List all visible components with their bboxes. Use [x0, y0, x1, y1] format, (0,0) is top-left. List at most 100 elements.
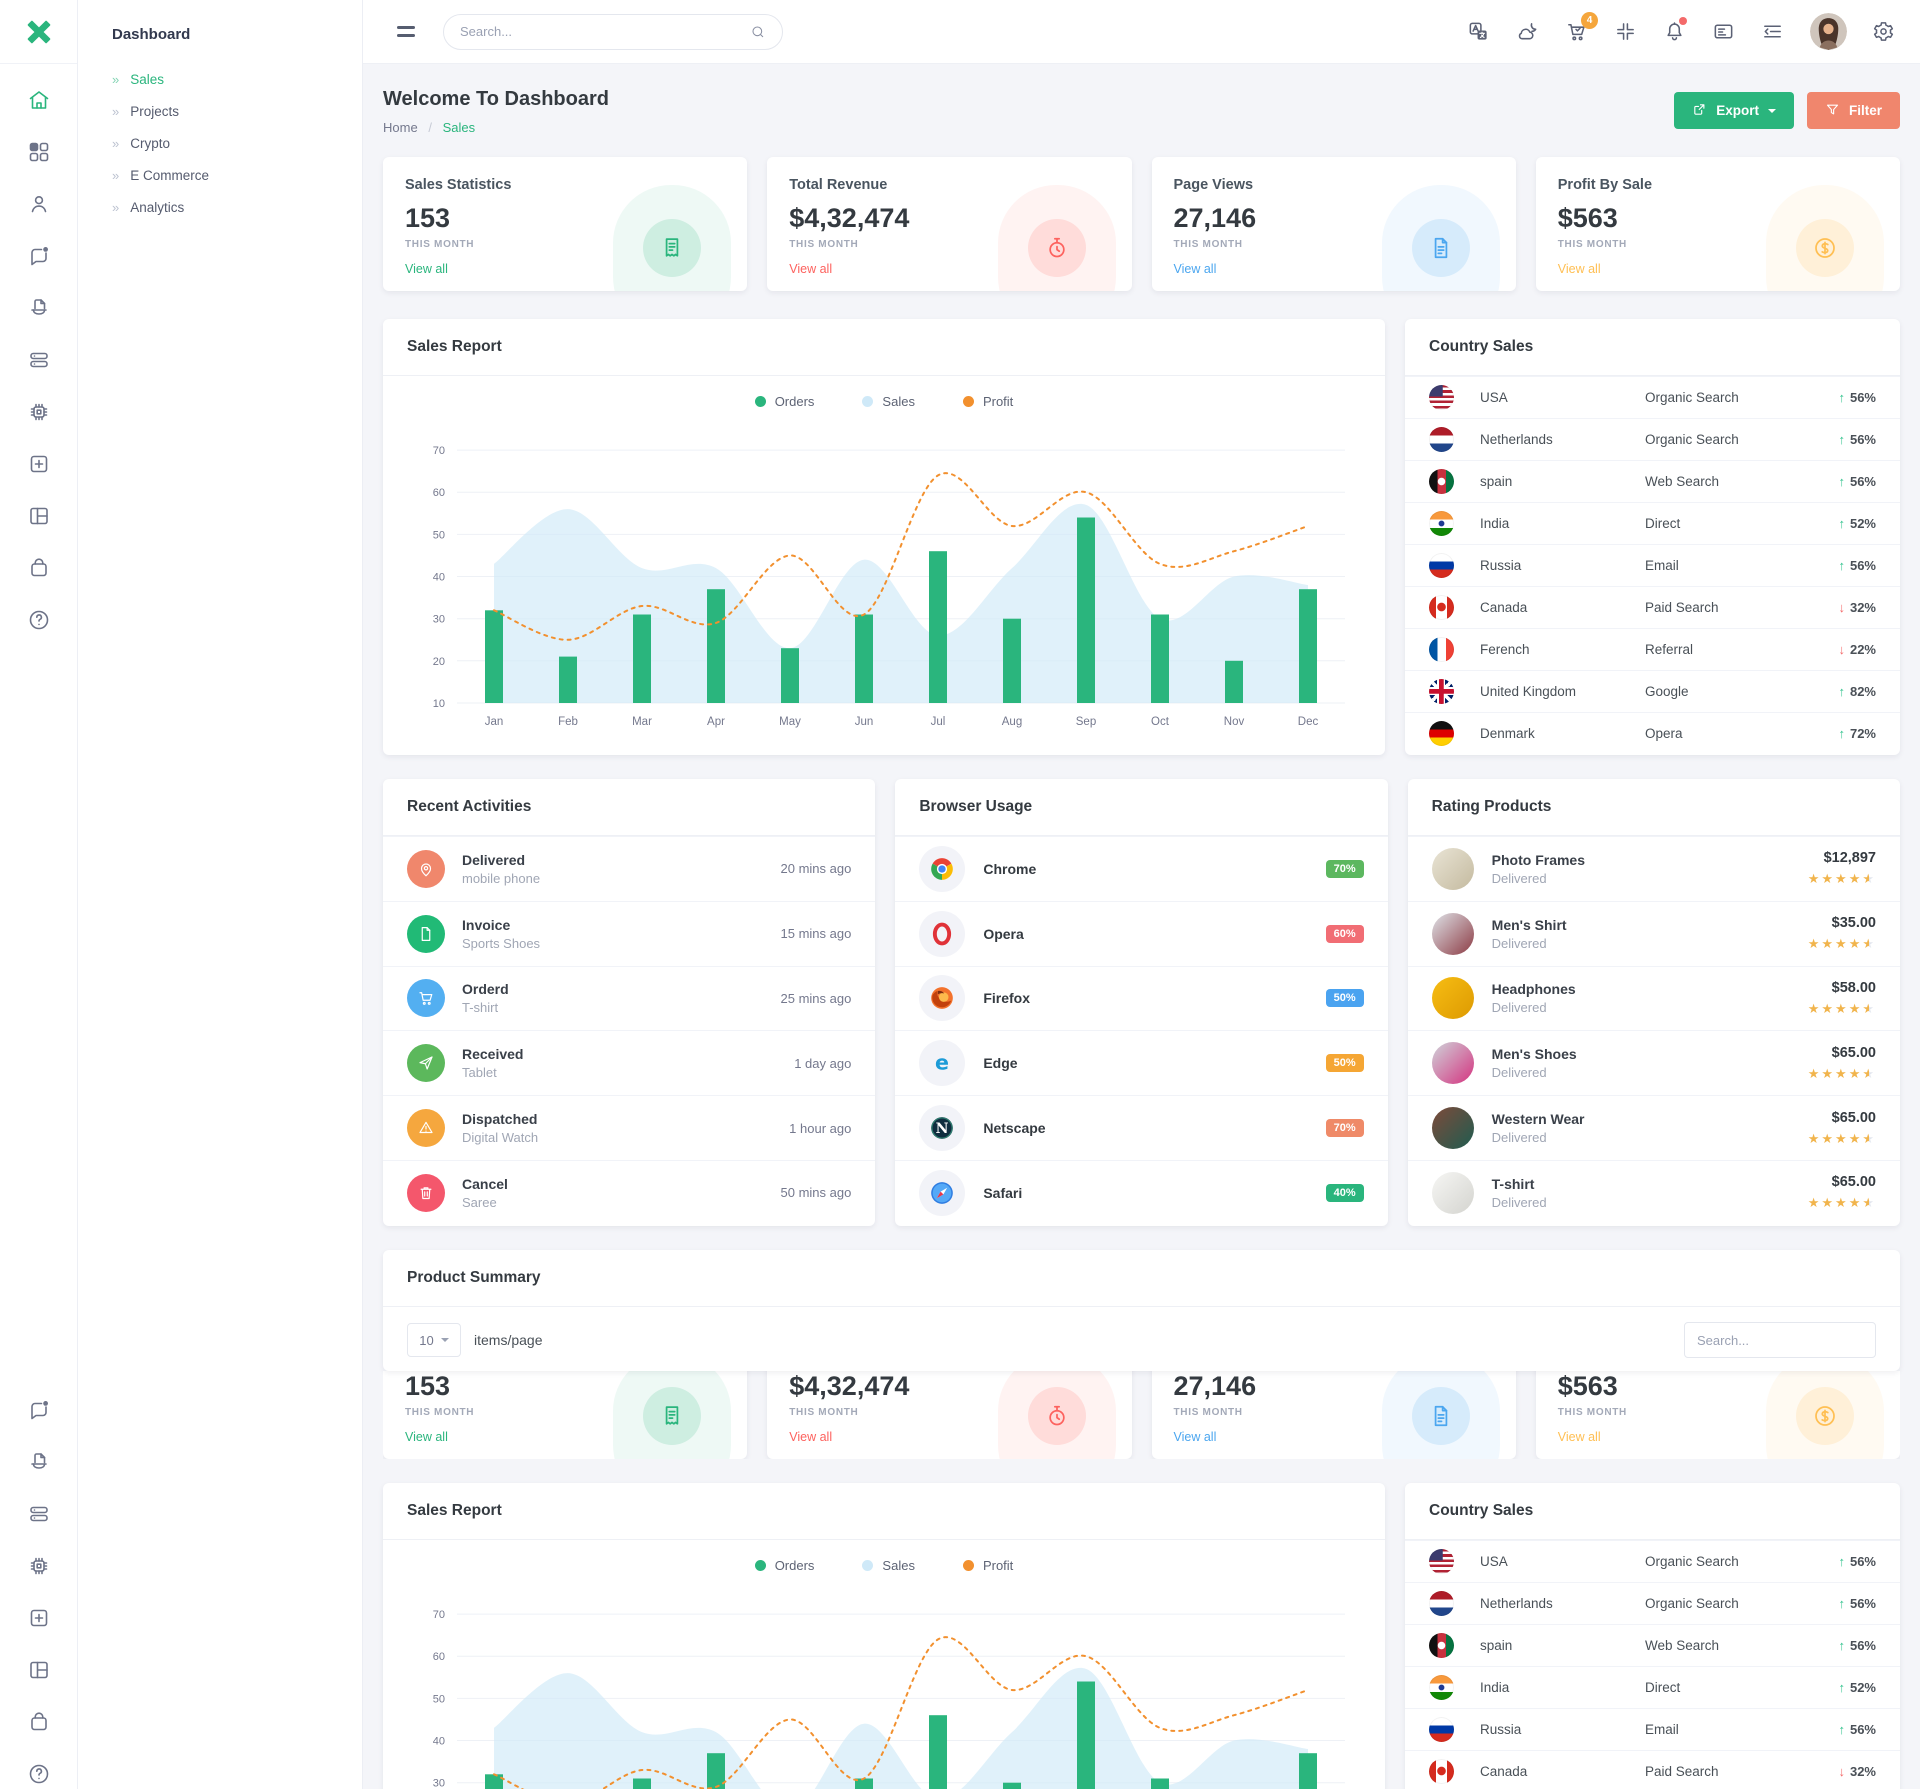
topbar-action-button[interactable]: 4 — [1565, 11, 1598, 44]
country-row[interactable]: USA Organic Search 56% — [1405, 1540, 1900, 1582]
activity-icon — [407, 849, 445, 888]
country-row[interactable]: spain Web Search 56% — [1405, 1624, 1900, 1666]
rail-nav-icon[interactable] — [27, 1606, 51, 1630]
rail-nav-icon[interactable] — [27, 1658, 51, 1682]
rail-nav-icon[interactable] — [27, 192, 51, 216]
activity-row[interactable]: Dispatched Digital Watch 1 hour ago — [383, 1095, 876, 1160]
legend-item[interactable]: Orders — [754, 394, 814, 409]
page-header: Welcome To Dashboard Home / Sales Export… — [383, 88, 1900, 135]
product-row[interactable]: Men's Shirt Delivered $35.00 ★★★★★ — [1407, 900, 1900, 966]
product-row[interactable]: Western Wear Delivered $65.00 ★★★★★ — [1407, 1095, 1900, 1160]
rail-nav-icon[interactable] — [27, 608, 51, 632]
country-row[interactable]: Canada Paid Search 32% — [1405, 586, 1900, 628]
product-thumbnail — [1431, 1171, 1474, 1214]
stat-icon — [1027, 1387, 1086, 1445]
avatar[interactable] — [1810, 13, 1847, 50]
export-button[interactable]: Export — [1674, 92, 1794, 129]
rail-nav-icon[interactable] — [27, 1554, 51, 1578]
caret-down-icon — [440, 1338, 449, 1346]
product-row[interactable]: Photo Frames Delivered $12,897 ★★★★★ — [1407, 836, 1900, 901]
activity-row[interactable]: Cancel Saree 50 mins ago — [383, 1159, 876, 1225]
legend-item[interactable]: Profit — [962, 394, 1013, 409]
country-row[interactable]: United Kingdom Google 82% — [1405, 670, 1900, 712]
rail-nav-icon[interactable] — [27, 296, 51, 320]
brand-logo[interactable] — [0, 0, 77, 64]
country-row[interactable]: India Direct 52% — [1405, 1666, 1900, 1708]
legend-item[interactable]: Sales — [862, 1558, 915, 1573]
country-row[interactable]: Russia Email 56% — [1405, 1708, 1900, 1750]
sidebar-item[interactable]: » Crypto — [112, 135, 170, 151]
legend-item[interactable]: Profit — [962, 1558, 1013, 1573]
view-all-link[interactable]: View all — [405, 262, 448, 276]
rail-nav-icon[interactable] — [27, 452, 51, 476]
filter-button[interactable]: Filter — [1806, 92, 1900, 129]
activity-time: 20 mins ago — [780, 861, 852, 877]
rail-nav-icon[interactable] — [27, 400, 51, 424]
view-all-link[interactable]: View all — [405, 1430, 448, 1444]
settings-button[interactable] — [1872, 20, 1896, 44]
country-row[interactable]: Denmark Opera 72% — [1405, 712, 1900, 754]
country-flag — [1429, 1591, 1454, 1616]
breadcrumb-home[interactable]: Home — [383, 120, 418, 135]
topbar-action-icon — [1663, 20, 1687, 43]
rail-nav-icon[interactable] — [27, 88, 51, 112]
product-row[interactable]: T-shirt Delivered $65.00 ★★★★★ — [1407, 1159, 1900, 1225]
legend-dot-icon — [754, 1560, 766, 1571]
sidebar-item[interactable]: » Analytics — [112, 199, 185, 215]
topbar-action-button[interactable] — [1761, 20, 1785, 44]
topbar-action-button[interactable] — [1516, 20, 1540, 44]
rail-nav-icon[interactable] — [27, 244, 51, 268]
search-input[interactable] — [460, 24, 750, 39]
trend-arrow-icon — [1838, 390, 1845, 405]
summary-search-input[interactable] — [1684, 1322, 1876, 1358]
topbar: 4 — [363, 0, 1920, 64]
cart-badge: 4 — [1581, 11, 1598, 29]
rail-nav-icon[interactable] — [27, 1398, 51, 1422]
legend-item[interactable]: Orders — [754, 1558, 814, 1573]
country-source: Email — [1645, 1722, 1679, 1737]
sidebar-item[interactable]: » E Commerce — [112, 167, 209, 183]
topbar-action-button[interactable] — [1712, 20, 1736, 44]
view-all-link[interactable]: View all — [1173, 1430, 1217, 1444]
topbar-action-button[interactable] — [1614, 20, 1638, 44]
sidebar-item[interactable]: » Projects — [112, 103, 180, 119]
country-row[interactable]: USA Organic Search 56% — [1405, 376, 1900, 418]
stat-icon — [1796, 1387, 1854, 1445]
rail-nav-icon[interactable] — [27, 556, 51, 580]
view-all-link[interactable]: View all — [1173, 262, 1217, 276]
items-per-page-select[interactable]: 10 — [407, 1323, 461, 1357]
view-all-link[interactable]: View all — [1557, 262, 1601, 276]
view-all-link[interactable]: View all — [789, 262, 833, 276]
country-row[interactable]: Netherlands Organic Search 56% — [1405, 1582, 1900, 1624]
rail-nav-icon[interactable] — [27, 1502, 51, 1526]
country-row[interactable]: Ferench Referral 22% — [1405, 628, 1900, 670]
country-row[interactable]: spain Web Search 56% — [1405, 460, 1900, 502]
topbar-action-button[interactable] — [1467, 20, 1491, 44]
legend-item[interactable]: Sales — [862, 394, 915, 409]
country-row[interactable]: Canada Paid Search 32% — [1405, 1750, 1900, 1789]
menu-toggle-icon[interactable] — [395, 24, 417, 38]
rail-nav-icon[interactable] — [27, 1450, 51, 1474]
view-all-link[interactable]: View all — [1557, 1430, 1601, 1444]
activity-row[interactable]: Orderd T-shirt 25 mins ago — [383, 965, 876, 1031]
percent-badge: 70% — [1325, 859, 1364, 878]
country-row[interactable]: Russia Email 56% — [1405, 544, 1900, 586]
country-row[interactable]: India Direct 52% — [1405, 502, 1900, 544]
product-row[interactable]: Men's Shoes Delivered $65.00 ★★★★★ — [1407, 1030, 1900, 1095]
product-row[interactable]: Headphones Delivered $58.00 ★★★★★ — [1407, 965, 1900, 1031]
activity-row[interactable]: Received Tablet 1 day ago — [383, 1030, 876, 1095]
rail-nav-icon[interactable] — [27, 1762, 51, 1786]
rail-nav-icon[interactable] — [27, 1710, 51, 1734]
country-row[interactable]: Netherlands Organic Search 56% — [1405, 418, 1900, 460]
activity-row[interactable]: Invoice Sports Shoes 15 mins ago — [383, 900, 876, 966]
country-source: Organic Search — [1645, 390, 1739, 405]
rail-nav-icon[interactable] — [27, 504, 51, 528]
rail-nav-icon[interactable] — [27, 348, 51, 372]
country-name: Canada — [1480, 600, 1528, 615]
sidebar-item[interactable]: » Sales — [112, 71, 165, 87]
svg-text:Feb: Feb — [558, 716, 578, 728]
rail-nav-icon[interactable] — [27, 140, 51, 164]
activity-row[interactable]: Delivered mobile phone 20 mins ago — [383, 836, 876, 901]
view-all-link[interactable]: View all — [789, 1430, 833, 1444]
topbar-action-button[interactable] — [1663, 16, 1687, 44]
